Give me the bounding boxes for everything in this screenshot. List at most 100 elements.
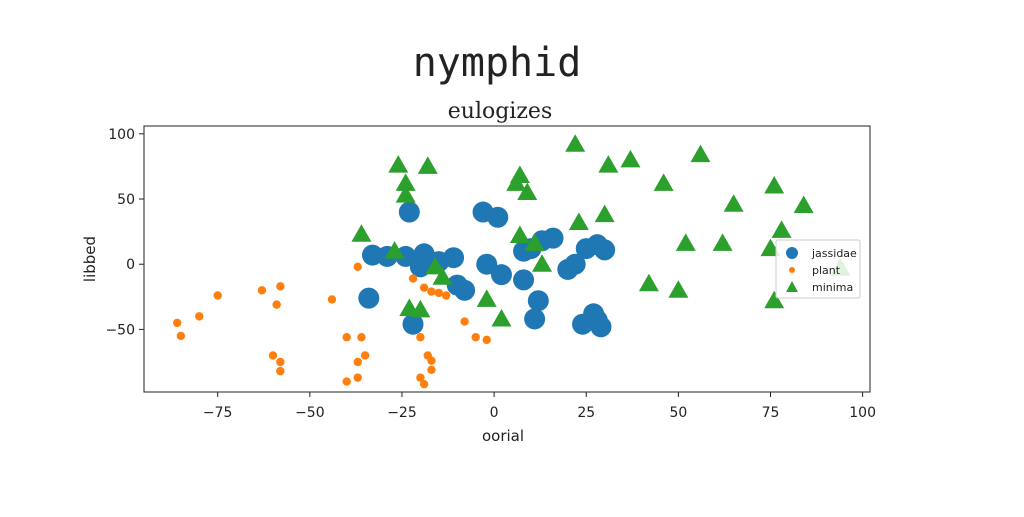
plant-point bbox=[276, 357, 285, 367]
jassidae-point bbox=[527, 290, 549, 312]
plant-point bbox=[427, 365, 436, 375]
jassidae-point bbox=[395, 245, 417, 267]
minima-point bbox=[594, 204, 615, 223]
minima-point bbox=[351, 224, 372, 242]
legend-marker bbox=[786, 247, 798, 259]
plant-point bbox=[327, 295, 337, 304]
y-tick-label: 50 bbox=[117, 192, 135, 208]
legend-label: plant bbox=[812, 264, 841, 277]
plant-point bbox=[416, 333, 425, 342]
x-tick-label: 75 bbox=[762, 405, 780, 421]
plant-point bbox=[257, 286, 267, 295]
plant-point bbox=[427, 287, 436, 296]
x-tick-label: −75 bbox=[203, 405, 233, 421]
minima-point bbox=[723, 194, 744, 212]
minima-point bbox=[517, 182, 538, 200]
plant-point bbox=[195, 312, 204, 321]
minima-point bbox=[432, 267, 453, 285]
plant-point bbox=[441, 291, 451, 300]
plant-point bbox=[268, 351, 278, 360]
x-axis: −75 −50 −25 0 25 50 75 100 bbox=[203, 392, 876, 421]
minima-point bbox=[598, 155, 619, 173]
jassidae-point bbox=[358, 287, 380, 309]
minima-point bbox=[675, 233, 696, 251]
plant-point bbox=[471, 333, 480, 342]
series-minima bbox=[351, 134, 851, 327]
chart-title: nymphid bbox=[413, 40, 582, 86]
y-tick-label: 100 bbox=[108, 127, 135, 143]
x-tick-label: −25 bbox=[387, 405, 417, 421]
minima-point bbox=[395, 185, 416, 203]
plant-point bbox=[460, 317, 469, 326]
plant-point bbox=[360, 351, 370, 360]
plot-area-frame bbox=[143, 125, 871, 393]
plant-point bbox=[272, 300, 281, 309]
legend-label: jassidae bbox=[811, 247, 857, 260]
jassidae-point bbox=[513, 269, 535, 291]
minima-point bbox=[668, 280, 689, 298]
jassidae-point bbox=[443, 247, 465, 269]
minima-point bbox=[506, 173, 527, 191]
minima-point bbox=[565, 134, 586, 152]
legend-item-plant: plant bbox=[789, 264, 841, 277]
y-axis-label: libbed bbox=[81, 236, 99, 282]
x-tick-label: 0 bbox=[490, 405, 499, 421]
plant-point bbox=[419, 379, 429, 389]
plant-point bbox=[172, 318, 182, 328]
y-tick-label: 0 bbox=[126, 257, 135, 273]
minima-point bbox=[793, 195, 814, 214]
y-tick-label: −50 bbox=[105, 322, 135, 338]
minima-point bbox=[638, 273, 659, 292]
plant-point bbox=[416, 373, 425, 382]
minima-point bbox=[764, 175, 785, 194]
x-tick-label: 50 bbox=[669, 405, 687, 421]
minima-point bbox=[425, 256, 446, 275]
y-axis: −50 0 50 100 bbox=[105, 127, 144, 338]
plant-point bbox=[427, 356, 436, 365]
plant-point bbox=[357, 333, 366, 342]
chart-subtitle: eulogizes bbox=[448, 99, 553, 124]
jassidae-point bbox=[454, 279, 476, 301]
jassidae-point bbox=[572, 313, 594, 335]
x-axis-label: oorial bbox=[482, 427, 524, 445]
legend-item-jassidae: jassidae bbox=[786, 247, 857, 260]
minima-point bbox=[395, 173, 416, 191]
x-tick-label: −50 bbox=[295, 405, 325, 421]
minima-point bbox=[417, 156, 438, 174]
jassidae-point bbox=[542, 227, 564, 249]
plant-point bbox=[419, 283, 429, 292]
minima-point bbox=[620, 149, 641, 168]
jassidae-point bbox=[594, 239, 616, 261]
legend-label: minima bbox=[812, 281, 853, 294]
series-jassidae bbox=[358, 201, 616, 338]
plant-point bbox=[276, 366, 285, 376]
plant-point bbox=[353, 373, 362, 382]
jassidae-point bbox=[409, 256, 431, 278]
legend-marker bbox=[786, 281, 798, 292]
jassidae-point bbox=[487, 206, 509, 228]
jassidae-point bbox=[564, 253, 586, 275]
jassidae-point bbox=[402, 313, 424, 335]
plant-point bbox=[342, 377, 351, 386]
minima-point bbox=[384, 241, 405, 259]
plant-point bbox=[408, 274, 418, 283]
minima-point bbox=[476, 289, 497, 307]
minima-point bbox=[712, 233, 733, 251]
minima-point bbox=[532, 254, 553, 272]
jassidae-point bbox=[398, 201, 420, 223]
minima-point bbox=[760, 238, 781, 257]
plant-point bbox=[482, 335, 491, 345]
plant-point bbox=[213, 291, 222, 300]
plant-point bbox=[434, 288, 444, 298]
data-points bbox=[172, 134, 851, 389]
plant-point bbox=[276, 282, 285, 291]
minima-point bbox=[771, 220, 792, 238]
legend: jassidae plant minima bbox=[775, 239, 861, 299]
jassidae-point bbox=[524, 308, 546, 330]
plant-point bbox=[353, 262, 362, 272]
x-tick-label: 25 bbox=[577, 405, 595, 421]
x-tick-label: 100 bbox=[849, 405, 876, 421]
jassidae-point bbox=[590, 316, 612, 338]
